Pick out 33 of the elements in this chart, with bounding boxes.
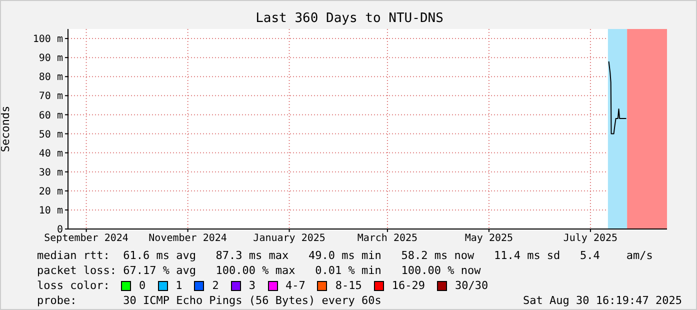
- y-tick-label: 40 m: [38, 148, 63, 160]
- text: 4-7: [284, 279, 306, 292]
- text: 16-29: [390, 279, 425, 292]
- line-series: [608, 60, 627, 134]
- text: 3: [248, 279, 256, 292]
- x-tick-label: November 2024: [148, 233, 227, 244]
- y-tick-label: 20 m: [38, 186, 63, 198]
- text: 0: [138, 279, 146, 292]
- y-tick-label: 10 m: [38, 206, 63, 216]
- y-tick-label: 0: [56, 224, 63, 236]
- text: probe: 30 ICMP Echo Pings (56 Bytes) every 60s: [37, 294, 382, 307]
- y-tick-label: 90 m: [38, 53, 63, 64]
- x-tick-label: July 2025: [563, 233, 618, 244]
- y-axis-title: Seconds: [0, 106, 12, 152]
- x-tick-label: March 2025: [357, 233, 418, 244]
- text: 8-15: [334, 279, 362, 292]
- text: 2: [211, 279, 219, 292]
- y-tick-label: 30 m: [38, 167, 63, 178]
- x-tick-label: May 2025: [464, 233, 514, 244]
- text: 1: [174, 279, 182, 292]
- text: median rtt: 61.6 ms avg 87.3 ms max 49.0 ms min 58.2 ms now 11.4 ms sd 5.4 am/s: [37, 249, 653, 262]
- y-tick-label: 70 m: [38, 91, 63, 102]
- text: loss color:: [37, 279, 110, 292]
- chart-title: Last 360 Days to NTU-DNS: [254, 11, 444, 26]
- y-tick-label: 80 m: [38, 72, 63, 84]
- text: 30/30: [454, 279, 488, 292]
- x-tick-label: September 2024: [44, 233, 128, 244]
- y-tick-label: 100 m: [32, 34, 63, 46]
- y-tick-label: 50 m: [38, 129, 63, 140]
- text: packet loss: 67.17 % avg 100.00 % max 0.01 % min 100.00 % now: [37, 264, 481, 277]
- x-tick-label: January 2025: [253, 233, 326, 244]
- y-tick-label: 60 m: [38, 110, 63, 122]
- text: Sat Aug 30 16:19:47 2025: [523, 294, 682, 307]
